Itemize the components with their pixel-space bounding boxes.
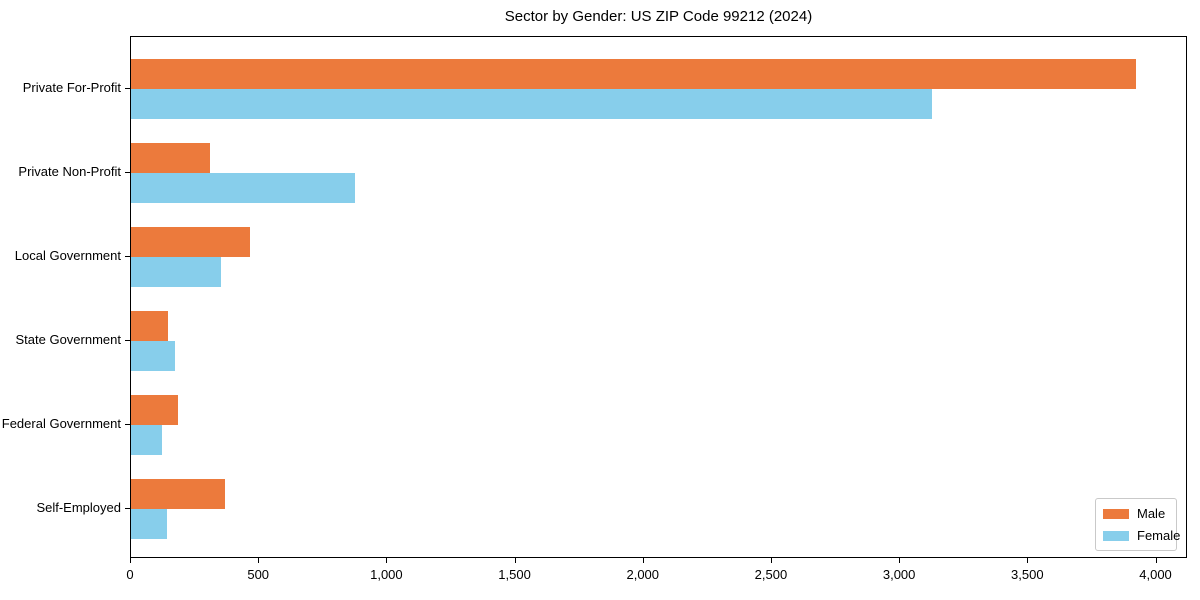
y-tick-label: Local Government xyxy=(14,248,121,263)
x-tick-label: 3,000 xyxy=(882,567,916,582)
y-tick-mark xyxy=(125,340,130,341)
bar-female-2 xyxy=(131,173,356,203)
bar-female-6 xyxy=(131,509,167,539)
y-tick-mark xyxy=(125,256,130,257)
bar-female-3 xyxy=(131,257,221,287)
legend-label-female: Female xyxy=(1137,528,1181,543)
x-tick-label: 1,500 xyxy=(498,567,531,582)
x-tick-mark xyxy=(1027,558,1029,563)
x-tick-mark xyxy=(770,558,772,563)
bar-male-1 xyxy=(131,59,1136,89)
y-tick-mark xyxy=(125,172,130,173)
plot-area: Male Female xyxy=(130,36,1187,558)
bar-male-2 xyxy=(131,143,211,173)
x-tick-mark xyxy=(130,558,131,563)
bar-female-5 xyxy=(131,425,162,455)
y-tick-label: Federal Government xyxy=(1,416,121,431)
legend-item-female: Female xyxy=(1103,528,1180,543)
y-tick-label: State Government xyxy=(15,332,122,347)
bar-male-3 xyxy=(131,227,251,257)
x-tick-label: 4,000 xyxy=(1139,567,1172,582)
bar-male-4 xyxy=(131,311,169,341)
chart-title: Sector by Gender: US ZIP Code 99212 (202… xyxy=(504,8,813,25)
x-tick-mark xyxy=(514,558,516,563)
bar-female-1 xyxy=(131,89,933,119)
x-tick-mark xyxy=(386,558,388,563)
x-tick-mark xyxy=(642,558,644,563)
bar-male-5 xyxy=(131,395,179,425)
bar-male-6 xyxy=(131,479,225,509)
x-tick-label: 3,500 xyxy=(1011,567,1044,582)
x-tick-mark xyxy=(258,558,260,563)
x-tick-mark xyxy=(1155,558,1157,563)
bar-female-4 xyxy=(131,341,175,371)
legend-swatch-male-icon xyxy=(1103,508,1129,519)
x-tick-label: 0 xyxy=(126,567,134,582)
x-tick-label: 500 xyxy=(247,567,270,582)
x-tick-label: 2,500 xyxy=(754,567,788,582)
x-tick-label: 1,000 xyxy=(370,567,403,582)
legend-item-male: Male xyxy=(1103,506,1168,521)
y-tick-mark xyxy=(125,508,130,509)
y-tick-label: Self-Employed xyxy=(36,500,121,515)
x-tick-label: 2,000 xyxy=(626,567,660,582)
legend-swatch-female-icon xyxy=(1103,530,1129,541)
y-tick-label: Private Non-Profit xyxy=(18,164,121,179)
x-tick-mark xyxy=(899,558,901,563)
y-tick-label: Private For-Profit xyxy=(22,80,121,95)
y-tick-mark xyxy=(125,88,130,89)
legend-label-male: Male xyxy=(1137,506,1166,521)
y-tick-mark xyxy=(125,424,130,425)
legend: Male Female xyxy=(1095,498,1180,551)
